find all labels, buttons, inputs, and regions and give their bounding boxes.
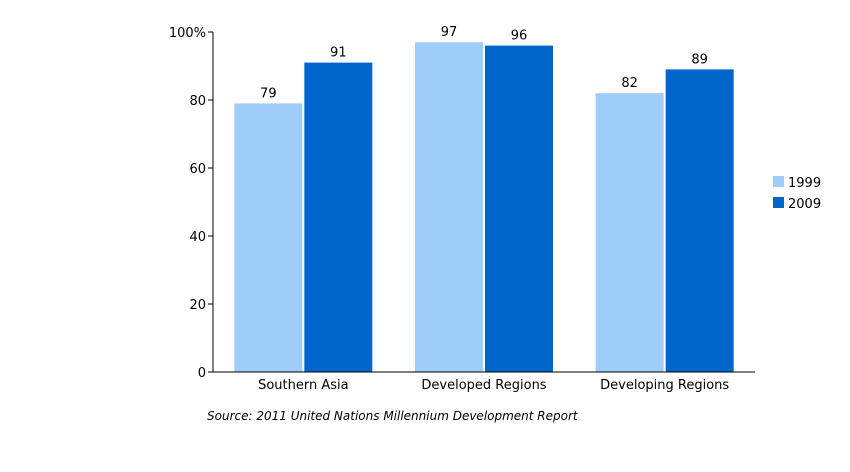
y-axis: 0 20 40 60 80 100% xyxy=(169,26,214,381)
bars: 79 91 97 96 82 89 xyxy=(234,25,734,373)
data-label: 82 xyxy=(621,76,638,91)
source-note: Source: 2011 United Nations Millennium D… xyxy=(207,409,578,423)
y-tick-label: 0 xyxy=(198,366,206,381)
bar xyxy=(665,69,734,373)
bar xyxy=(304,62,373,372)
data-label: 91 xyxy=(330,46,347,61)
data-label: 79 xyxy=(260,86,277,101)
x-tick-label: Southern Asia xyxy=(258,378,349,393)
bar xyxy=(595,93,664,372)
x-axis: Southern Asia Developed Regions Developing… xyxy=(213,371,755,393)
y-tick-label: 40 xyxy=(189,230,206,245)
y-tick-label: 20 xyxy=(189,298,206,313)
y-tick-label: 100% xyxy=(169,26,206,41)
y-tick-label: 80 xyxy=(189,94,206,109)
data-label: 97 xyxy=(441,25,458,40)
bar xyxy=(234,103,303,373)
legend-swatch xyxy=(773,197,784,208)
data-label: 96 xyxy=(511,29,528,44)
bar xyxy=(415,42,483,372)
legend-swatch xyxy=(773,176,784,187)
y-tick-label: 60 xyxy=(189,162,206,177)
x-tick-label: Developing Regions xyxy=(600,378,729,393)
legend-label: 1999 xyxy=(788,176,821,191)
x-tick-label: Developed Regions xyxy=(421,378,546,393)
legend: 1999 2009 xyxy=(773,176,821,212)
data-label: 89 xyxy=(691,52,708,67)
bar xyxy=(485,45,553,372)
legend-label: 2009 xyxy=(788,197,821,212)
